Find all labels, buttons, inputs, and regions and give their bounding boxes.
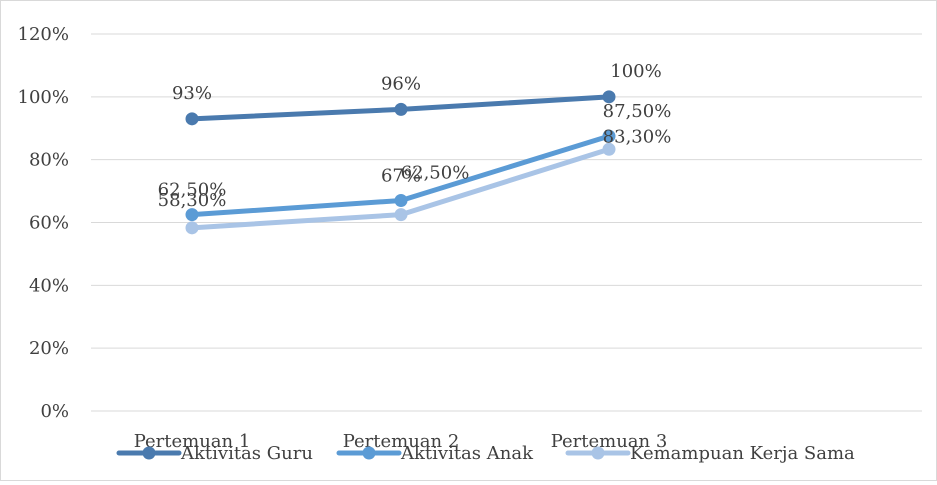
data-label: 100% [610, 61, 661, 82]
x-tick-label: Pertemuan 2 [343, 431, 460, 452]
y-tick-label: 0% [40, 401, 69, 422]
y-axis-ticks: 0% 20% 40% 60% 80% 100% 120% [18, 24, 69, 422]
y-tick-label: 40% [29, 275, 69, 296]
data-label: 96% [381, 73, 421, 94]
data-label: 93% [172, 83, 212, 104]
data-point [394, 208, 408, 222]
y-tick-label: 80% [29, 150, 69, 171]
legend-marker-icon [142, 446, 156, 460]
y-tick-label: 100% [18, 87, 69, 108]
x-axis-ticks: Pertemuan 1 Pertemuan 2 Pertemuan 3 [134, 431, 668, 452]
data-label: 83,30% [603, 126, 672, 147]
data-point [394, 102, 408, 116]
data-label: 58,30% [158, 190, 227, 211]
y-tick-label: 60% [29, 213, 69, 234]
series-lines [185, 90, 616, 235]
x-tick-label: Pertemuan 3 [551, 431, 668, 452]
legend: Aktivitas Guru Aktivitas Anak Kemampuan Ke… [116, 443, 855, 464]
data-point [185, 221, 199, 235]
y-tick-label: 20% [29, 338, 69, 359]
data-label: 62,50% [401, 163, 470, 184]
data-label: 87,50% [603, 101, 672, 122]
legend-label: Aktivitas Guru [180, 443, 313, 464]
x-tick-label: Pertemuan 1 [134, 431, 251, 452]
data-point [185, 208, 199, 222]
legend-marker-icon [362, 446, 376, 460]
legend-marker-icon [591, 446, 605, 460]
gridlines [91, 33, 922, 412]
data-point [602, 90, 616, 104]
data-point [602, 142, 616, 156]
legend-label: Kemampuan Kerja Sama [630, 443, 855, 464]
data-label: 62,50% [158, 180, 227, 201]
data-label: 67% [381, 166, 421, 187]
data-point [185, 112, 199, 126]
data-point [602, 129, 616, 143]
data-point [394, 194, 408, 208]
legend-label: Aktivitas Anak [400, 443, 534, 464]
y-tick-label: 120% [18, 24, 69, 45]
data-labels: 93% 96%100%62,50%67%87,50%58,30%62,50%83,… [158, 61, 672, 211]
